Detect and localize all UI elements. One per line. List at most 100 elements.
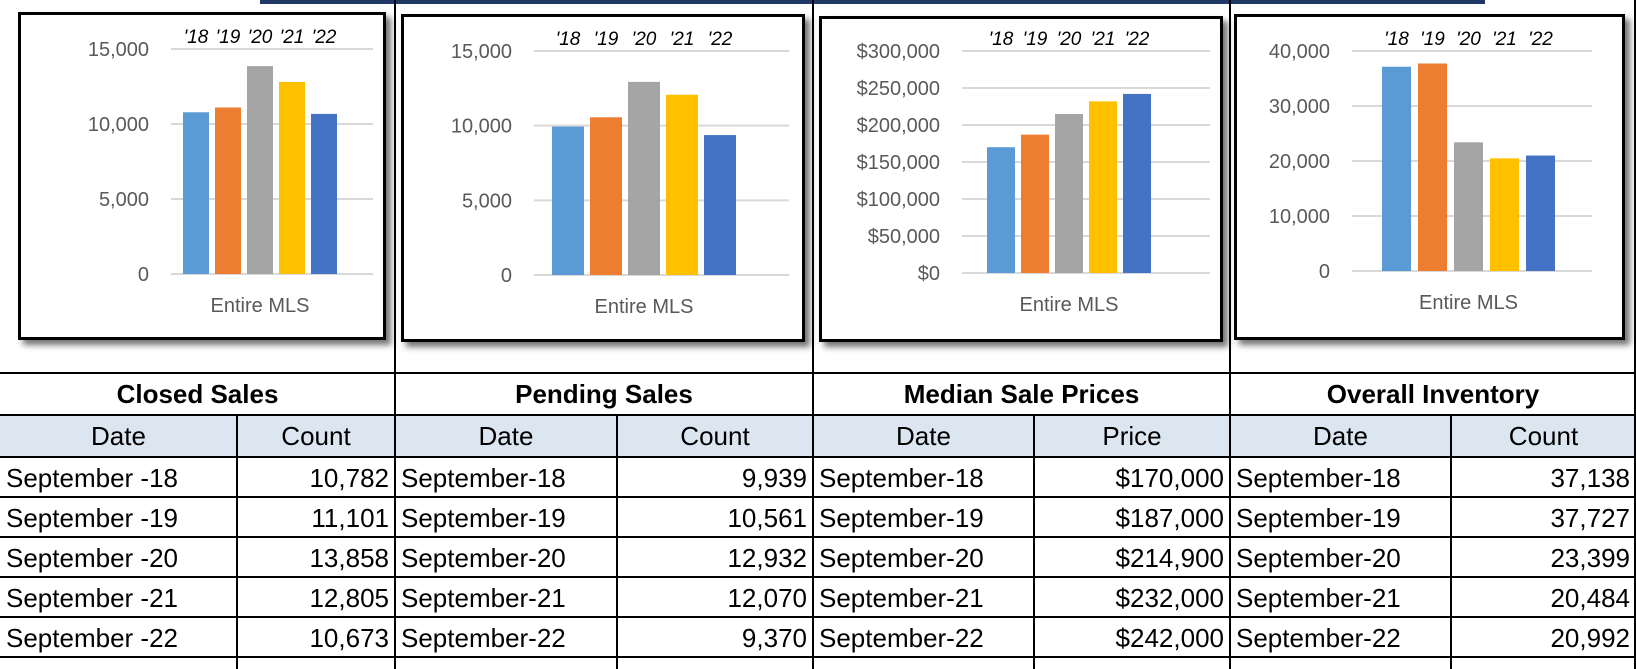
- y-tick-label: 0: [138, 264, 149, 286]
- table-cell-value: 11,101: [311, 503, 389, 533]
- x-axis-label: Entire MLS: [595, 296, 694, 318]
- table-cell-value: 23,399: [1550, 543, 1630, 573]
- row-divider: [0, 656, 1636, 658]
- x-axis-label: Entire MLS: [211, 295, 310, 317]
- table-cell-value: 9,370: [741, 623, 807, 653]
- bar-20: [1055, 113, 1083, 273]
- table-cell-date: September-18: [1236, 463, 1401, 493]
- series-year-label: '18: [1384, 29, 1409, 50]
- table-cell-value: 9,939: [741, 463, 807, 493]
- chart-panel-3: $0 $50,000 $100,000 $150,000 $200,000 $250,00…: [819, 16, 1223, 342]
- table-cell-date: September -20: [6, 543, 178, 573]
- bar-19: [1418, 63, 1447, 272]
- column-divider: [1450, 416, 1452, 669]
- bar-21: [1089, 101, 1117, 273]
- bar-22: [704, 135, 736, 275]
- series-year-label: '22: [1125, 29, 1150, 50]
- table-cell-date: September-21: [401, 583, 566, 613]
- y-tick-label: 10,000: [88, 114, 149, 136]
- series-year-label: '22: [708, 29, 733, 50]
- bar-20: [628, 81, 660, 275]
- bar-18: [987, 147, 1015, 273]
- bar-19: [590, 117, 622, 276]
- table-cell-date: September-22: [1236, 623, 1401, 653]
- series-year-label: '20: [632, 29, 657, 50]
- row-divider: [0, 456, 1636, 458]
- series-year-label: '21: [670, 29, 695, 50]
- y-tick-label: $50,000: [868, 226, 940, 248]
- bar-22: [311, 113, 337, 274]
- bar-chart-4: 0 10,000 20,000 30,000 40,000 '18 '19 '20 '21 '22…: [1269, 29, 1592, 314]
- bar-18: [552, 126, 584, 275]
- chart-panel-4: 0 10,000 20,000 30,000 40,000 '18 '19 '20 '21 '22…: [1234, 14, 1625, 340]
- series-year-label: '19: [1420, 29, 1445, 50]
- table-cell-date: September-20: [819, 543, 984, 573]
- y-tick-label: 10,000: [451, 116, 512, 138]
- y-tick-label: 0: [1319, 261, 1330, 283]
- bar-18: [1382, 66, 1411, 271]
- series-year-label: '22: [1528, 29, 1553, 50]
- y-tick-label: 15,000: [451, 41, 512, 63]
- table-cell-value: 12,932: [727, 543, 807, 573]
- table-cell-value: $214,900: [1115, 543, 1224, 573]
- series-year-label: '21: [280, 27, 305, 48]
- table-cell-date: September -22: [6, 623, 178, 653]
- bar-20: [1454, 142, 1483, 271]
- table-cell-value: $170,000: [1115, 463, 1224, 493]
- series-year-label: '18: [184, 27, 209, 48]
- y-tick-label: $300,000: [857, 41, 940, 63]
- table-cell-value: $242,000: [1115, 623, 1224, 653]
- section-divider: [1229, 0, 1231, 669]
- y-tick-label: 5,000: [99, 189, 149, 211]
- table-cell-date: September-20: [1236, 543, 1401, 573]
- y-tick-label: $100,000: [857, 189, 940, 211]
- table-cell-value: $187,000: [1115, 503, 1224, 533]
- series-year-label: '20: [248, 27, 273, 48]
- table-cell-date: September-19: [1236, 503, 1401, 533]
- bar-22: [1123, 93, 1151, 273]
- table-cell-value: 37,138: [1550, 463, 1630, 493]
- row-divider: [0, 536, 1636, 538]
- table-cell-value: 10,561: [727, 503, 807, 533]
- row-divider: [0, 576, 1636, 578]
- bar-21: [1490, 158, 1519, 271]
- table-cell-date: September-18: [819, 463, 984, 493]
- table-cell-value: 20,992: [1550, 623, 1630, 653]
- table-title: Closed Sales: [116, 379, 279, 409]
- column-header-date: Date: [0, 416, 237, 456]
- column-header-value: Count: [1451, 416, 1636, 456]
- y-tick-label: 5,000: [462, 190, 512, 212]
- y-tick-label: 40,000: [1269, 41, 1330, 63]
- bar-chart-3: $0 $50,000 $100,000 $150,000 $200,000 $250,00…: [857, 29, 1210, 316]
- y-tick-label: 15,000: [88, 39, 149, 61]
- bar-19: [215, 107, 241, 274]
- y-tick-label: 0: [501, 265, 512, 287]
- bar-21: [279, 81, 305, 274]
- column-header-value: Price: [1034, 416, 1230, 456]
- x-axis-label: Entire MLS: [1419, 292, 1518, 314]
- row-divider: [0, 414, 1636, 416]
- y-tick-label: $200,000: [857, 115, 940, 137]
- table-cell-date: September-19: [819, 503, 984, 533]
- section-divider: [394, 0, 396, 669]
- bar-20: [247, 66, 273, 274]
- column-header-value: Count: [617, 416, 813, 456]
- series-year-label: '21: [1091, 29, 1116, 50]
- row-divider: [0, 496, 1636, 498]
- column-divider: [616, 416, 618, 669]
- row-divider: [0, 372, 1636, 374]
- right-border: [1634, 0, 1636, 669]
- table-cell-value: 20,484: [1550, 583, 1630, 613]
- table-cell-date: September-21: [819, 583, 984, 613]
- bar-chart-2: 0 5,000 10,000 15,000 '18 '19 '20 '21 '22 Entire …: [451, 29, 789, 318]
- y-tick-label: $250,000: [857, 78, 940, 100]
- chart-panel-1: 0 5,000 10,000 15,000 '18 '19 '20 '21 '22 Entire …: [18, 12, 386, 340]
- bar-chart-1: 0 5,000 10,000 15,000 '18 '19 '20 '21 '22 Entire …: [88, 27, 373, 317]
- table-cell-value: $232,000: [1115, 583, 1224, 613]
- series-year-label: '21: [1492, 29, 1517, 50]
- table-cell-value: 10,782: [309, 463, 389, 493]
- column-header-date: Date: [813, 416, 1034, 456]
- table-cell-date: September-22: [819, 623, 984, 653]
- table-cell-date: September-20: [401, 543, 566, 573]
- column-divider: [1033, 416, 1035, 669]
